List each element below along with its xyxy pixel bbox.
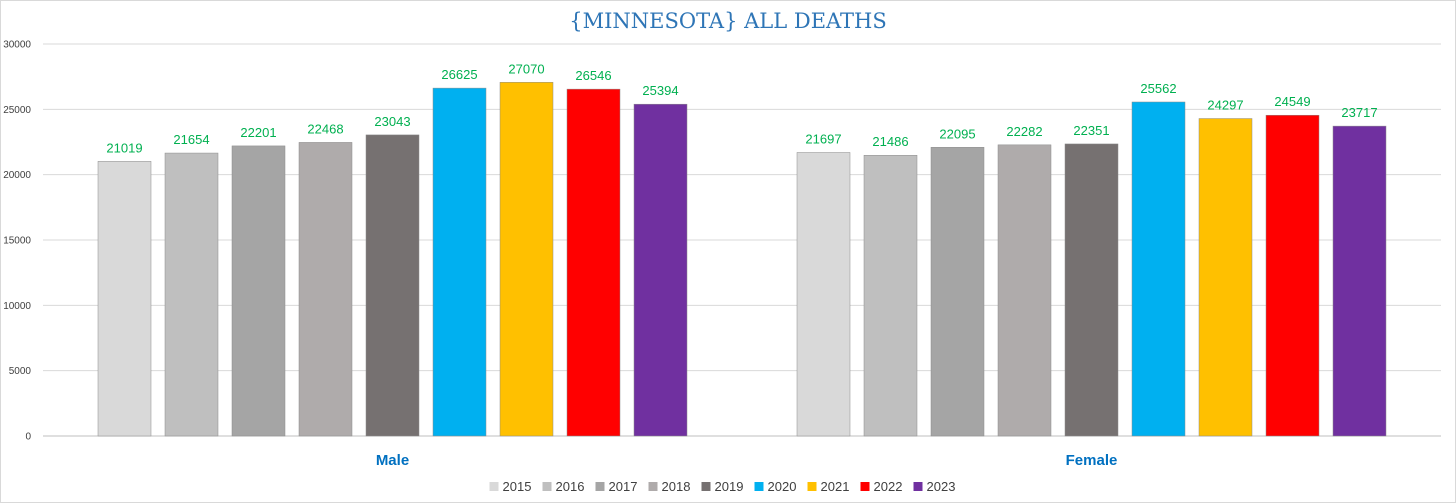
legend: 2015 2016 2017 2018 2019 2020 2021 2022 2023: [489, 479, 956, 494]
data-label-female-2016: 21486: [872, 134, 908, 149]
legend-swatch-2017: [595, 482, 605, 491]
chart-title: {MINNESOTA} ALL DEATHS: [569, 9, 887, 33]
bar-female-2016: [863, 154, 918, 437]
data-label-female-2021: 24297: [1207, 98, 1243, 113]
legend-label-2019: 2019: [715, 479, 744, 494]
data-label-male-2018: 22468: [307, 121, 343, 136]
legend-label-2015: 2015: [503, 479, 532, 494]
y-tick-label: 25000: [3, 105, 31, 116]
y-tick-label: 5000: [9, 366, 32, 377]
legend-swatch-2020: [754, 482, 764, 491]
bar-male-2017: [231, 145, 286, 437]
legend-swatch-2021: [807, 482, 817, 491]
legend-label-2022: 2022: [874, 479, 903, 494]
data-label-male-2017: 22201: [240, 125, 276, 140]
data-label-male-2023: 25394: [642, 83, 678, 98]
bar-male-2018: [298, 142, 353, 437]
y-tick-label: 20000: [3, 170, 31, 181]
legend-label-2018: 2018: [662, 479, 691, 494]
legend-label-2017: 2017: [609, 479, 638, 494]
bar-female-2019: [1064, 143, 1119, 437]
data-label-female-2019: 22351: [1073, 123, 1109, 138]
data-label-female-2022: 24549: [1274, 94, 1310, 109]
y-tick-label: 30000: [3, 40, 31, 51]
bar-male-2022: [566, 88, 621, 437]
y-tick-label: 10000: [3, 301, 31, 312]
data-label-male-2016: 21654: [173, 132, 209, 147]
y-axis-tick-labels: 0 5000 10000 15000 20000 25000 30000: [3, 40, 31, 443]
bars: [97, 82, 1387, 437]
bar-male-2016: [164, 152, 219, 437]
legend-label-2023: 2023: [927, 479, 956, 494]
legend-swatch-2015: [489, 482, 499, 491]
data-label-female-2023: 23717: [1341, 105, 1377, 120]
category-label-female: Female: [1066, 452, 1118, 469]
legend-label-2021: 2021: [821, 479, 850, 494]
legend-label-2016: 2016: [556, 479, 585, 494]
legend-swatch-2016: [542, 482, 552, 491]
legend-swatch-2023: [913, 482, 923, 491]
data-label-female-2018: 22282: [1006, 124, 1042, 139]
data-label-male-2019: 23043: [374, 114, 410, 129]
y-tick-label: 15000: [3, 236, 31, 247]
legend-swatch-2018: [648, 482, 658, 491]
data-label-male-2015: 21019: [106, 140, 142, 155]
data-label-female-2015: 21697: [805, 131, 841, 146]
bar-male-2020: [432, 87, 487, 437]
bar-female-2020: [1131, 101, 1186, 437]
legend-label-2020: 2020: [768, 479, 797, 494]
legend-swatch-2019: [701, 482, 711, 491]
data-label-male-2022: 26546: [575, 68, 611, 83]
bar-female-2015: [796, 152, 851, 437]
bar-male-2021: [499, 82, 554, 437]
category-labels: Male Female: [376, 452, 1118, 469]
data-label-male-2020: 26625: [441, 67, 477, 82]
bar-male-2023: [633, 103, 688, 437]
data-labels: 21019 21654 22201 22468 23043 26625 27070 26546…: [106, 61, 1377, 155]
bar-female-2018: [997, 144, 1052, 437]
legend-swatch-2022: [860, 482, 870, 491]
category-label-male: Male: [376, 452, 409, 469]
data-label-female-2020: 25562: [1140, 81, 1176, 96]
bar-male-2019: [365, 134, 420, 437]
data-label-male-2021: 27070: [508, 61, 544, 76]
bar-female-2022: [1265, 114, 1320, 437]
data-label-female-2017: 22095: [939, 126, 975, 141]
y-tick-label: 0: [25, 432, 31, 443]
bar-female-2021: [1198, 118, 1253, 437]
bar-female-2017: [930, 147, 985, 437]
bar-male-2015: [97, 161, 152, 437]
bar-female-2023: [1332, 125, 1387, 437]
